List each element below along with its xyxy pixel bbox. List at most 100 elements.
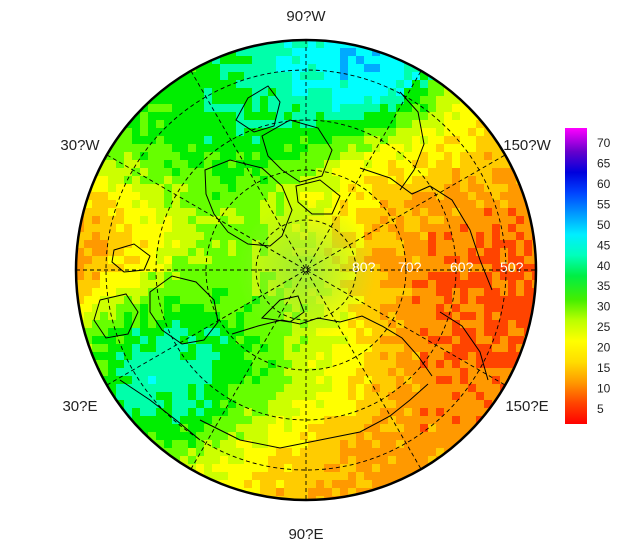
data-cell	[172, 440, 181, 449]
data-cell	[468, 192, 477, 201]
data-cell	[380, 336, 389, 345]
data-cell	[388, 184, 397, 193]
data-cell	[132, 328, 141, 337]
data-cell	[140, 328, 149, 337]
data-cell	[156, 152, 165, 161]
data-cell	[516, 240, 525, 249]
data-cell	[220, 384, 229, 393]
data-cell	[412, 248, 421, 257]
data-cell	[388, 136, 397, 145]
data-cell	[164, 416, 173, 425]
data-cell	[444, 400, 453, 409]
data-cell	[340, 88, 349, 97]
data-cell	[452, 128, 461, 137]
data-cell	[372, 344, 381, 353]
data-cell	[420, 96, 429, 105]
data-cell	[524, 248, 533, 257]
data-cell	[180, 240, 189, 249]
data-cell	[324, 136, 333, 145]
data-cell	[420, 72, 429, 81]
data-cell	[508, 224, 517, 233]
data-cell	[100, 280, 109, 289]
data-cell	[268, 448, 277, 457]
data-cell	[476, 272, 485, 281]
data-cell	[196, 352, 205, 361]
data-cell	[276, 152, 285, 161]
data-cell	[244, 200, 253, 209]
data-cell	[284, 80, 293, 89]
data-cell	[204, 200, 213, 209]
data-cell	[508, 264, 517, 273]
data-cell	[460, 328, 469, 337]
data-cell	[388, 408, 397, 417]
data-cell	[148, 376, 157, 385]
data-cell	[500, 256, 509, 265]
data-cell	[468, 400, 477, 409]
data-cell	[228, 168, 237, 177]
data-cell	[300, 432, 309, 441]
data-cell	[180, 328, 189, 337]
data-cell	[388, 256, 397, 265]
data-cell	[300, 192, 309, 201]
data-cell	[220, 80, 229, 89]
data-cell	[156, 400, 165, 409]
data-cell	[484, 384, 493, 393]
data-cell	[164, 88, 173, 97]
data-cell	[92, 208, 101, 217]
data-cell	[436, 336, 445, 345]
data-cell	[236, 440, 245, 449]
data-cell	[148, 288, 157, 297]
data-cell	[172, 312, 181, 321]
data-cell	[172, 400, 181, 409]
data-cell	[412, 360, 421, 369]
data-cell	[108, 336, 117, 345]
data-cell	[324, 424, 333, 433]
data-cell	[236, 224, 245, 233]
data-cell	[204, 296, 213, 305]
data-cell	[372, 304, 381, 313]
data-cell	[268, 392, 277, 401]
data-cell	[252, 392, 261, 401]
data-cell	[364, 232, 373, 241]
data-cell	[100, 272, 109, 281]
data-cell	[236, 368, 245, 377]
data-cell	[348, 456, 357, 465]
data-cell	[236, 456, 245, 465]
data-cell	[108, 192, 117, 201]
data-cell	[340, 368, 349, 377]
data-cell	[204, 224, 213, 233]
data-cell	[252, 176, 261, 185]
data-cell	[348, 144, 357, 153]
data-cell	[452, 392, 461, 401]
data-cell	[284, 480, 293, 489]
data-cell	[268, 40, 277, 49]
data-cell	[444, 136, 453, 145]
data-cell	[180, 360, 189, 369]
data-cell	[324, 472, 333, 481]
data-cell	[284, 336, 293, 345]
data-cell	[156, 256, 165, 265]
data-cell	[212, 120, 221, 129]
data-cell	[412, 336, 421, 345]
data-cell	[356, 464, 365, 473]
data-cell	[324, 432, 333, 441]
data-cell	[292, 424, 301, 433]
data-cell	[324, 416, 333, 425]
data-cell	[372, 144, 381, 153]
data-cell	[260, 144, 269, 153]
data-cell	[284, 128, 293, 137]
data-cell	[380, 296, 389, 305]
data-cell	[364, 336, 373, 345]
data-cell	[164, 152, 173, 161]
data-cell	[212, 448, 221, 457]
data-cell	[180, 368, 189, 377]
data-cell	[204, 320, 213, 329]
data-cell	[452, 240, 461, 249]
data-cell	[476, 144, 485, 153]
data-cell	[396, 408, 405, 417]
data-cell	[276, 488, 285, 497]
data-cell	[244, 360, 253, 369]
data-cell	[356, 320, 365, 329]
data-cell	[228, 184, 237, 193]
data-cell	[212, 160, 221, 169]
